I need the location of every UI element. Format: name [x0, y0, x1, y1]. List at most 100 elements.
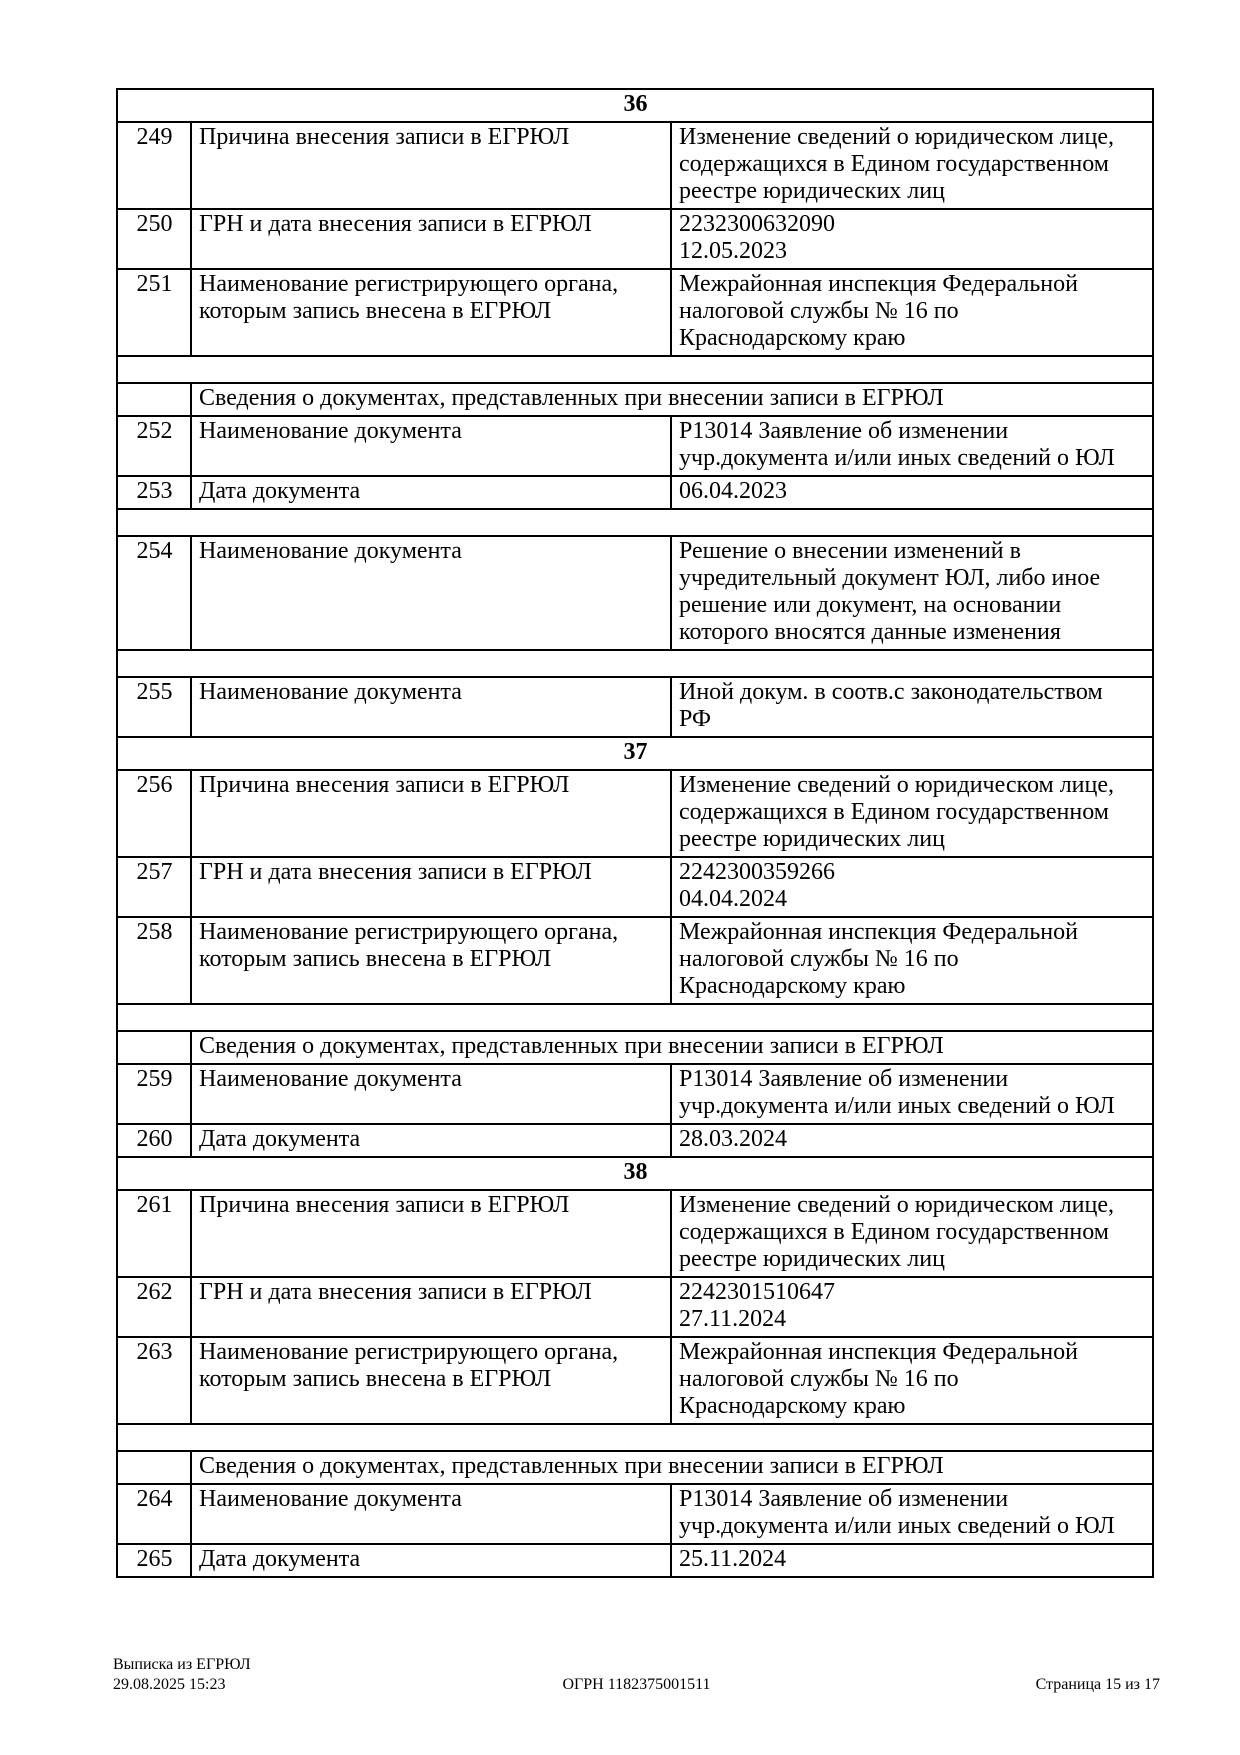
- field-label-cell: ГРН и дата внесения записи в ЕГРЮЛ: [190, 208, 672, 270]
- field-label-cell: Причина внесения записи в ЕГРЮЛ: [190, 121, 672, 210]
- egrul-table-body: 36 249 Причина внесения записи в ЕГРЮЛ Изме…: [116, 88, 1154, 1578]
- field-label-cell: Наименование документа: [190, 676, 672, 738]
- table-row: 258 Наименование регистрирующего органа, …: [116, 916, 1154, 1005]
- field-value-cell: Межрайонная инспекция Федеральной налого…: [670, 916, 1154, 1005]
- row-number-cell: 258: [116, 916, 192, 1005]
- field-value-cell: Межрайонная инспекция Федеральной налого…: [670, 268, 1154, 357]
- page-footer: Выписка из ЕГРЮЛ 29.08.2025 15:23 ОГРН 1…: [113, 1655, 1160, 1694]
- field-value-cell: 25.11.2024: [670, 1543, 1154, 1578]
- table-row: 251 Наименование регистрирующего органа, …: [116, 268, 1154, 357]
- field-value-cell: 2232300632090 12.05.2023: [670, 208, 1154, 270]
- field-value-cell: 2242300359266 04.04.2024: [670, 856, 1154, 918]
- spacer-row: [116, 1003, 1154, 1032]
- spacer-row: [116, 508, 1154, 537]
- spacer-cell: [116, 508, 1154, 537]
- table-row: 261 Причина внесения записи в ЕГРЮЛ Измене…: [116, 1189, 1154, 1278]
- table-row: 250 ГРН и дата внесения записи в ЕГРЮЛ 223…: [116, 208, 1154, 270]
- row-number-cell: 264: [116, 1483, 192, 1545]
- table-row: 253 Дата документа 06.04.2023: [116, 475, 1154, 510]
- table-row: 256 Причина внесения записи в ЕГРЮЛ Измене…: [116, 769, 1154, 858]
- row-number-cell: 256: [116, 769, 192, 858]
- field-label-cell: Наименование документа: [190, 1063, 672, 1125]
- row-number-cell: 261: [116, 1189, 192, 1278]
- table-row: 264 Наименование документа Р13014 Заявлени…: [116, 1483, 1154, 1545]
- row-number-cell: 253: [116, 475, 192, 510]
- footer-info-line: 29.08.2025 15:23 ОГРН 1182375001511 Стра…: [113, 1675, 1160, 1694]
- table-row: 265 Дата документа 25.11.2024: [116, 1543, 1154, 1578]
- table-row: 255 Наименование документа Иной докум. в с…: [116, 676, 1154, 738]
- field-label-cell: Наименование регистрирующего органа, кот…: [190, 1336, 672, 1425]
- row-number-cell: 262: [116, 1276, 192, 1338]
- table-row: 257 ГРН и дата внесения записи в ЕГРЮЛ 224…: [116, 856, 1154, 918]
- spacer-row: [116, 1423, 1154, 1452]
- field-value-cell: Р13014 Заявление об изменении учр.докуме…: [670, 1483, 1154, 1545]
- field-label-cell: Наименование документа: [190, 535, 672, 651]
- field-value-cell: 2242301510647 27.11.2024: [670, 1276, 1154, 1338]
- spacer-row: [116, 649, 1154, 678]
- field-label-cell: Наименование регистрирующего органа, кот…: [190, 916, 672, 1005]
- table-row: 260 Дата документа 28.03.2024: [116, 1123, 1154, 1158]
- row-number-cell: 263: [116, 1336, 192, 1425]
- spacer-cell: [116, 1003, 1154, 1032]
- field-label-cell: Причина внесения записи в ЕГРЮЛ: [190, 1189, 672, 1278]
- section-header-row: 38: [116, 1156, 1154, 1191]
- table-row: 254 Наименование документа Решение о внесе…: [116, 535, 1154, 651]
- footer-ogrn: ОГРН 1182375001511: [562, 1676, 711, 1693]
- egrul-records-table: 36 249 Причина внесения записи в ЕГРЮЛ Изме…: [116, 88, 1154, 1578]
- field-value-cell: 28.03.2024: [670, 1123, 1154, 1158]
- row-number-cell: 259: [116, 1063, 192, 1125]
- row-number-cell: 249: [116, 121, 192, 210]
- row-number-cell: 260: [116, 1123, 192, 1158]
- table-row: 249 Причина внесения записи в ЕГРЮЛ Измене…: [116, 121, 1154, 210]
- spacer-cell: [116, 1423, 1154, 1452]
- row-number-cell: [116, 1030, 192, 1065]
- field-value-cell: Р13014 Заявление об изменении учр.докуме…: [670, 1063, 1154, 1125]
- section-number: 37: [116, 736, 1154, 771]
- field-value-cell: Межрайонная инспекция Федеральной налого…: [670, 1336, 1154, 1425]
- table-row: 262 ГРН и дата внесения записи в ЕГРЮЛ 224…: [116, 1276, 1154, 1338]
- field-label-cell: Дата документа: [190, 1543, 672, 1578]
- subheader-row: Сведения о документах, представленных пр…: [116, 1030, 1154, 1065]
- field-value-cell: 06.04.2023: [670, 475, 1154, 510]
- subheader-label: Сведения о документах, представленных пр…: [190, 382, 1154, 417]
- spacer-cell: [116, 649, 1154, 678]
- row-number-cell: 252: [116, 415, 192, 477]
- footer-page-number: Страница 15 из 17: [1035, 1676, 1160, 1693]
- field-label-cell: Причина внесения записи в ЕГРЮЛ: [190, 769, 672, 858]
- table-row: 259 Наименование документа Р13014 Заявлени…: [116, 1063, 1154, 1125]
- footer-timestamp: 29.08.2025 15:23: [113, 1676, 226, 1693]
- footer-doc-type: Выписка из ЕГРЮЛ: [113, 1656, 251, 1673]
- row-number-cell: 255: [116, 676, 192, 738]
- row-number-cell: 254: [116, 535, 192, 651]
- subheader-label: Сведения о документах, представленных пр…: [190, 1030, 1154, 1065]
- subheader-row: Сведения о документах, представленных пр…: [116, 1450, 1154, 1485]
- table-row: 252 Наименование документа Р13014 Заявлени…: [116, 415, 1154, 477]
- field-label-cell: ГРН и дата внесения записи в ЕГРЮЛ: [190, 1276, 672, 1338]
- section-header-row: 36: [116, 88, 1154, 123]
- row-number-cell: [116, 382, 192, 417]
- spacer-cell: [116, 355, 1154, 384]
- subheader-row: Сведения о документах, представленных пр…: [116, 382, 1154, 417]
- field-label-cell: Дата документа: [190, 1123, 672, 1158]
- field-value-cell: Р13014 Заявление об изменении учр.докуме…: [670, 415, 1154, 477]
- section-header-row: 37: [116, 736, 1154, 771]
- field-value-cell: Изменение сведений о юридическом лице, с…: [670, 769, 1154, 858]
- section-number: 36: [116, 88, 1154, 123]
- row-number-cell: 265: [116, 1543, 192, 1578]
- field-label-cell: Наименование документа: [190, 1483, 672, 1545]
- row-number-cell: 250: [116, 208, 192, 270]
- field-value-cell: Изменение сведений о юридическом лице, с…: [670, 121, 1154, 210]
- table-row: 263 Наименование регистрирующего органа, …: [116, 1336, 1154, 1425]
- row-number-cell: [116, 1450, 192, 1485]
- field-label-cell: Наименование регистрирующего органа, кот…: [190, 268, 672, 357]
- row-number-cell: 257: [116, 856, 192, 918]
- spacer-row: [116, 355, 1154, 384]
- field-value-cell: Решение о внесении изменений в учредител…: [670, 535, 1154, 651]
- field-value-cell: Иной докум. в соотв.с законодательством …: [670, 676, 1154, 738]
- row-number-cell: 251: [116, 268, 192, 357]
- field-label-cell: Наименование документа: [190, 415, 672, 477]
- field-value-cell: Изменение сведений о юридическом лице, с…: [670, 1189, 1154, 1278]
- field-label-cell: Дата документа: [190, 475, 672, 510]
- subheader-label: Сведения о документах, представленных пр…: [190, 1450, 1154, 1485]
